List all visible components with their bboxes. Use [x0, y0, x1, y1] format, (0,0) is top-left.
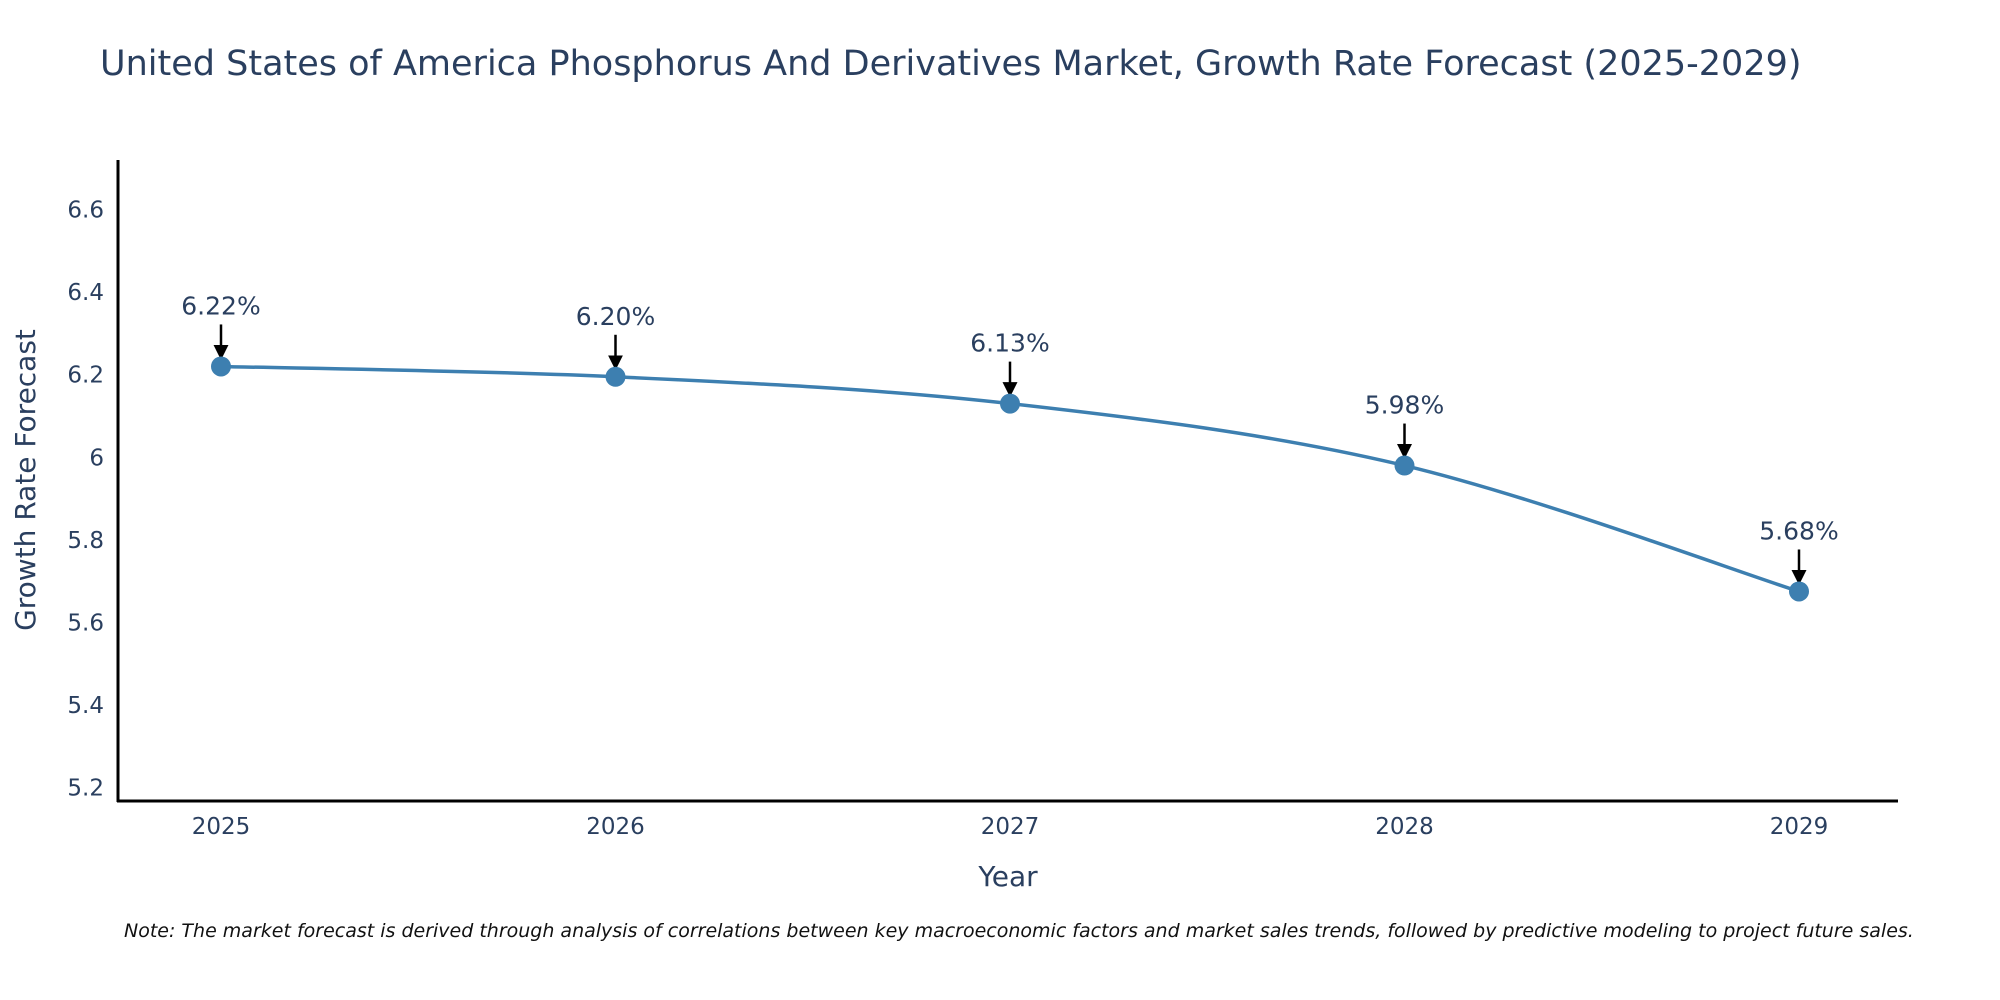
data-point-marker — [1394, 455, 1415, 476]
x-tick-label: 2026 — [586, 814, 645, 840]
y-tick-label: 6 — [89, 445, 104, 471]
data-point-marker — [211, 356, 231, 377]
data-label: 6.22% — [181, 291, 260, 320]
y-tick-label: 6.2 — [67, 363, 104, 389]
y-tick-label: 6.4 — [67, 280, 104, 306]
y-tick-label: 5.6 — [67, 610, 104, 636]
y-tick-label: 5.2 — [67, 776, 104, 802]
data-label: 6.13% — [970, 329, 1049, 358]
annotation-arrows — [213, 324, 1807, 585]
chart-title: United States of America Phosphorus And … — [100, 44, 1802, 84]
data-markers — [211, 356, 1809, 602]
x-tick-label: 2025 — [192, 814, 251, 840]
y-tick-label: 5.4 — [67, 693, 104, 719]
x-tick-label: 2029 — [1770, 814, 1829, 840]
data-point-marker — [1000, 393, 1020, 414]
x-tick-labels: 2025 2026 2027 2028 2029 — [192, 814, 1829, 840]
data-labels: 6.22% 6.20% 6.13% 5.98% 5.68% — [181, 291, 1838, 545]
y-tick-label: 5.8 — [67, 528, 104, 554]
data-point-marker — [1789, 581, 1809, 602]
x-tick-label: 2028 — [1375, 814, 1434, 840]
chart-note: Note: The market forecast is derived thr… — [124, 920, 1914, 942]
x-tick-label: 2027 — [981, 814, 1040, 840]
y-tick-labels: 5.2 5.4 5.6 5.8 6 6.2 6.4 6.6 — [67, 198, 104, 802]
data-point-marker — [605, 366, 626, 387]
y-axis-title: Growth Rate Forecast — [9, 329, 42, 631]
data-label: 6.20% — [576, 302, 655, 331]
data-label: 5.68% — [1759, 516, 1838, 545]
y-tick-label: 6.6 — [67, 198, 104, 224]
data-label: 5.98% — [1365, 391, 1444, 420]
x-axis-title: Year — [977, 860, 1038, 893]
